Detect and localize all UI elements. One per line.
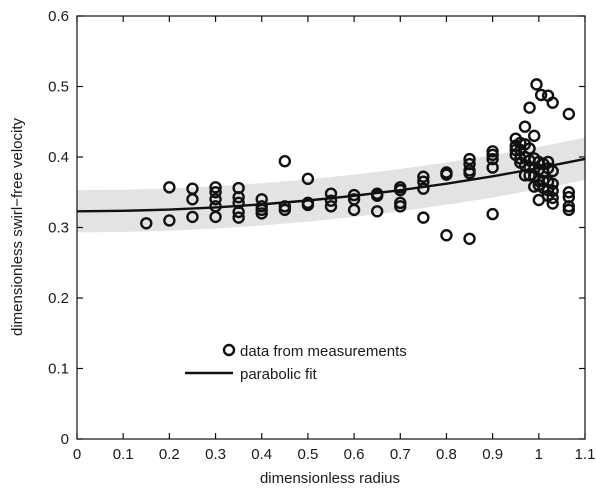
data-point xyxy=(301,198,315,212)
legend-label-fit: parabolic fit xyxy=(240,366,318,383)
data-point xyxy=(163,181,176,194)
data-point xyxy=(518,120,532,133)
data-point xyxy=(163,214,176,227)
data-point xyxy=(528,129,541,143)
data-points-layer xyxy=(140,78,576,245)
confidence-band-layer xyxy=(77,137,585,233)
data-point xyxy=(232,205,245,219)
data-point xyxy=(486,148,499,162)
data-point xyxy=(440,168,453,181)
data-point xyxy=(486,152,499,166)
x-axis-label: dimensionless radius xyxy=(260,470,400,487)
data-point xyxy=(530,78,543,91)
data-point xyxy=(394,183,407,197)
data-point xyxy=(417,211,430,224)
data-point xyxy=(534,88,548,102)
y-tick-label: 0.6 xyxy=(48,8,69,25)
data-point xyxy=(417,182,430,195)
data-point xyxy=(324,187,338,200)
data-point xyxy=(523,101,536,114)
data-point xyxy=(417,175,430,188)
data-point xyxy=(562,203,576,217)
x-tick-label: 0.9 xyxy=(482,446,503,463)
x-tick-label: 0 xyxy=(73,446,81,463)
y-tick-label: 0.1 xyxy=(48,361,69,378)
data-point xyxy=(463,167,476,180)
data-point xyxy=(523,142,536,155)
data-point xyxy=(486,207,499,221)
data-point xyxy=(324,200,338,213)
y-tick-label: 0.5 xyxy=(48,79,69,96)
data-point xyxy=(417,170,430,183)
data-point xyxy=(301,172,315,186)
x-tick-label: 0.6 xyxy=(344,446,365,463)
data-point xyxy=(546,184,559,198)
x-tick-label: 1 xyxy=(535,446,543,463)
data-point xyxy=(562,107,576,121)
x-tick-label: 0.8 xyxy=(436,446,457,463)
x-tick-label: 1.1 xyxy=(575,446,596,463)
data-point xyxy=(546,96,559,109)
data-point xyxy=(347,203,361,217)
data-point xyxy=(209,186,222,199)
data-point xyxy=(394,200,407,213)
data-point xyxy=(347,188,361,202)
x-tick-label: 0.4 xyxy=(251,446,272,463)
legend-label-measurements: data from measurements xyxy=(240,343,407,360)
confidence-band xyxy=(77,137,585,233)
x-tick-label: 0.2 xyxy=(159,446,180,463)
data-point xyxy=(546,191,559,205)
data-point xyxy=(463,232,476,245)
data-point xyxy=(463,152,476,166)
y-tick-label: 0.3 xyxy=(48,220,69,237)
data-point xyxy=(209,193,222,206)
data-point xyxy=(278,155,292,168)
data-point xyxy=(440,229,453,242)
y-tick-label: 0 xyxy=(61,431,69,448)
y-tick-label: 0.4 xyxy=(48,149,69,166)
data-point xyxy=(562,186,576,199)
y-axis-label: dimensionless swirl−free velocity xyxy=(9,118,26,336)
data-point xyxy=(209,181,222,194)
x-tick-label: 0.5 xyxy=(297,446,318,463)
tick-layer: 0 0.1 0.2 0.3 0.4 0.5 0.6 0.7 0.8 0.9 1 1.1 0 0.1 0.2 0… xyxy=(48,8,595,463)
data-point xyxy=(209,210,222,224)
data-point xyxy=(546,164,559,178)
data-point xyxy=(255,207,268,220)
data-point xyxy=(232,211,245,224)
data-point xyxy=(324,194,338,207)
x-tick-label: 0.1 xyxy=(113,446,134,463)
data-point xyxy=(541,155,555,169)
data-point xyxy=(278,203,292,217)
data-point xyxy=(140,217,153,230)
data-point xyxy=(546,177,559,190)
y-tick-label: 0.2 xyxy=(48,290,69,307)
data-point xyxy=(186,193,199,206)
data-point xyxy=(370,189,384,202)
data-point xyxy=(486,161,499,174)
data-point xyxy=(370,205,384,218)
x-tick-label: 0.7 xyxy=(390,446,411,463)
x-tick-label: 0.3 xyxy=(205,446,226,463)
data-point xyxy=(186,210,199,224)
data-point xyxy=(546,197,559,210)
data-point xyxy=(523,169,536,182)
data-point xyxy=(232,190,245,204)
legend-marker-circle xyxy=(222,343,236,357)
legend: data from measurements parabolic fit xyxy=(185,343,407,383)
